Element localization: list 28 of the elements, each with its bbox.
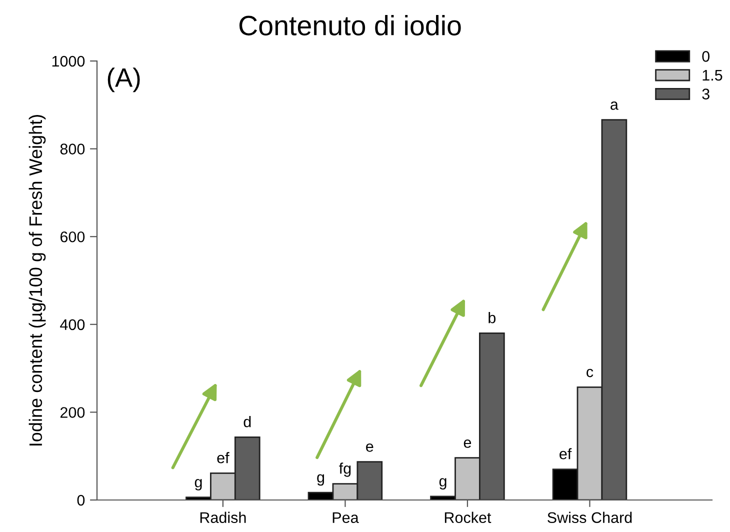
annotation: g	[439, 478, 446, 490]
x-tick-label: Radish	[200, 512, 246, 524]
y-tick-label: 200	[60, 407, 85, 418]
annotation: e	[464, 440, 472, 448]
annotation: d	[244, 416, 251, 428]
annotation: a	[610, 101, 618, 110]
annotation: g	[317, 474, 324, 486]
y-tick-label: 0	[77, 494, 85, 506]
x-tick-label: Rocket	[444, 512, 492, 524]
annotation: g	[194, 479, 202, 490]
annotation: c	[586, 368, 594, 378]
annotation: ef	[560, 448, 572, 460]
chart-title: Contenuto di iodio	[239, 15, 461, 36]
legend-label: 0	[702, 51, 710, 62]
x-tick-label: Pea	[332, 512, 359, 524]
y-tick-label: 1000	[52, 56, 85, 67]
x-tick-label: Swiss Chard	[548, 512, 632, 524]
annotation: ef	[217, 452, 230, 464]
y-tick-label: 600	[60, 231, 85, 242]
y-axis-title: Iodine content (µg/100 g of Fresh Weight)	[28, 114, 46, 446]
y-tick-label: 400	[60, 319, 85, 330]
annotation: (A)	[108, 68, 140, 92]
legend-label: 1.5	[702, 70, 722, 81]
annotation: b	[488, 312, 496, 324]
legend-label: 3	[702, 88, 710, 100]
annotation: fg	[339, 462, 351, 477]
annotation: e	[366, 443, 374, 452]
y-tick-label: 800	[60, 144, 85, 154]
